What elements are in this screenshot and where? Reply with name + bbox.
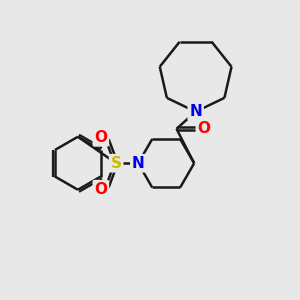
- Text: O: O: [94, 130, 107, 145]
- Text: O: O: [197, 121, 210, 136]
- Text: N: N: [132, 156, 145, 171]
- Text: S: S: [111, 156, 122, 171]
- Text: N: N: [189, 104, 202, 119]
- Text: O: O: [94, 182, 107, 197]
